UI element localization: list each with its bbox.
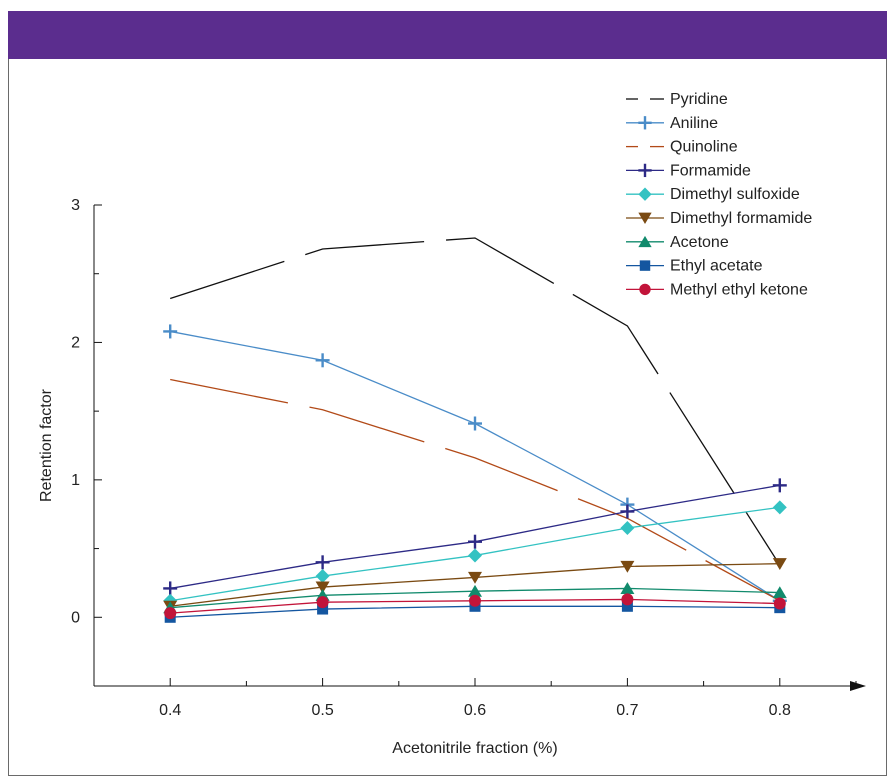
legend-item: Dimethyl formamide <box>626 210 812 227</box>
legend-label: Formamide <box>670 162 751 179</box>
series-quinoline <box>170 378 781 602</box>
legend-label: Methyl ethyl ketone <box>670 281 808 298</box>
legend-item: Formamide <box>626 162 751 179</box>
series-layer <box>163 237 787 623</box>
legend-item: Pyridine <box>626 91 728 108</box>
chart-panel <box>8 59 887 776</box>
x-tick-label: 0.4 <box>159 702 181 719</box>
legend-marker <box>639 283 651 296</box>
x-tick-label: 0.7 <box>616 702 638 719</box>
x-axis-arrow <box>850 681 866 691</box>
legend: Pyridine Aniline Quinoline Formamide Dimethy… <box>626 91 812 298</box>
data-point <box>772 586 787 599</box>
legend-marker <box>638 212 652 224</box>
legend-item: Dimethyl sulfoxide <box>626 186 800 203</box>
series-line-pyridine <box>169 237 781 566</box>
series-methyl-ethyl-ketone <box>164 593 786 620</box>
legend-item: Quinoline <box>626 139 738 156</box>
legend-label: Quinoline <box>670 139 738 156</box>
axes: 0 1 2 3 0.4 0.5 0.6 0.7 0.8 <box>71 197 866 719</box>
data-point <box>468 584 482 597</box>
legend-item: Aniline <box>626 115 718 132</box>
data-point <box>315 581 330 594</box>
y-tick-label: 0 <box>71 609 80 626</box>
data-point <box>621 593 634 606</box>
data-point <box>773 597 786 610</box>
data-point <box>772 558 787 570</box>
data-point <box>620 560 635 573</box>
data-point <box>621 600 633 612</box>
series-line-quinoline <box>170 378 781 602</box>
legend-marker <box>638 187 652 201</box>
data-point <box>316 596 329 609</box>
y-tick-label: 2 <box>71 334 80 351</box>
data-point <box>772 500 787 515</box>
legend-label: Pyridine <box>670 91 728 108</box>
x-tick-label: 0.5 <box>311 702 333 719</box>
legend-marker <box>638 235 652 248</box>
series-formamide <box>163 478 787 596</box>
data-point <box>468 548 482 563</box>
legend-item: Methyl ethyl ketone <box>626 281 808 298</box>
legend-label: Aniline <box>670 115 718 132</box>
data-point <box>164 607 177 620</box>
data-point <box>315 569 330 584</box>
series-dimethyl-sulfoxide <box>163 500 787 608</box>
header-band <box>8 11 887 59</box>
legend-label: Acetone <box>670 234 729 251</box>
x-axis-title: Acetonitrile fraction (%) <box>392 740 557 757</box>
data-point <box>620 520 635 535</box>
y-axis-title: Retention factor <box>38 388 55 502</box>
legend-label: Ethyl acetate <box>670 258 763 275</box>
data-point <box>620 582 635 595</box>
data-point <box>468 571 482 584</box>
x-tick-label: 0.6 <box>464 702 486 719</box>
x-tick-label: 0.8 <box>769 702 791 719</box>
data-point <box>317 603 329 615</box>
y-tick-label: 1 <box>71 472 80 489</box>
legend-item: Acetone <box>626 234 729 251</box>
legend-item: Ethyl acetate <box>626 258 763 275</box>
y-tick-label: 3 <box>71 197 80 214</box>
data-point <box>469 594 481 607</box>
legend-label: Dimethyl sulfoxide <box>670 186 800 203</box>
legend-label: Dimethyl formamide <box>670 210 812 227</box>
legend-marker <box>639 260 651 271</box>
series-pyridine <box>169 237 781 566</box>
